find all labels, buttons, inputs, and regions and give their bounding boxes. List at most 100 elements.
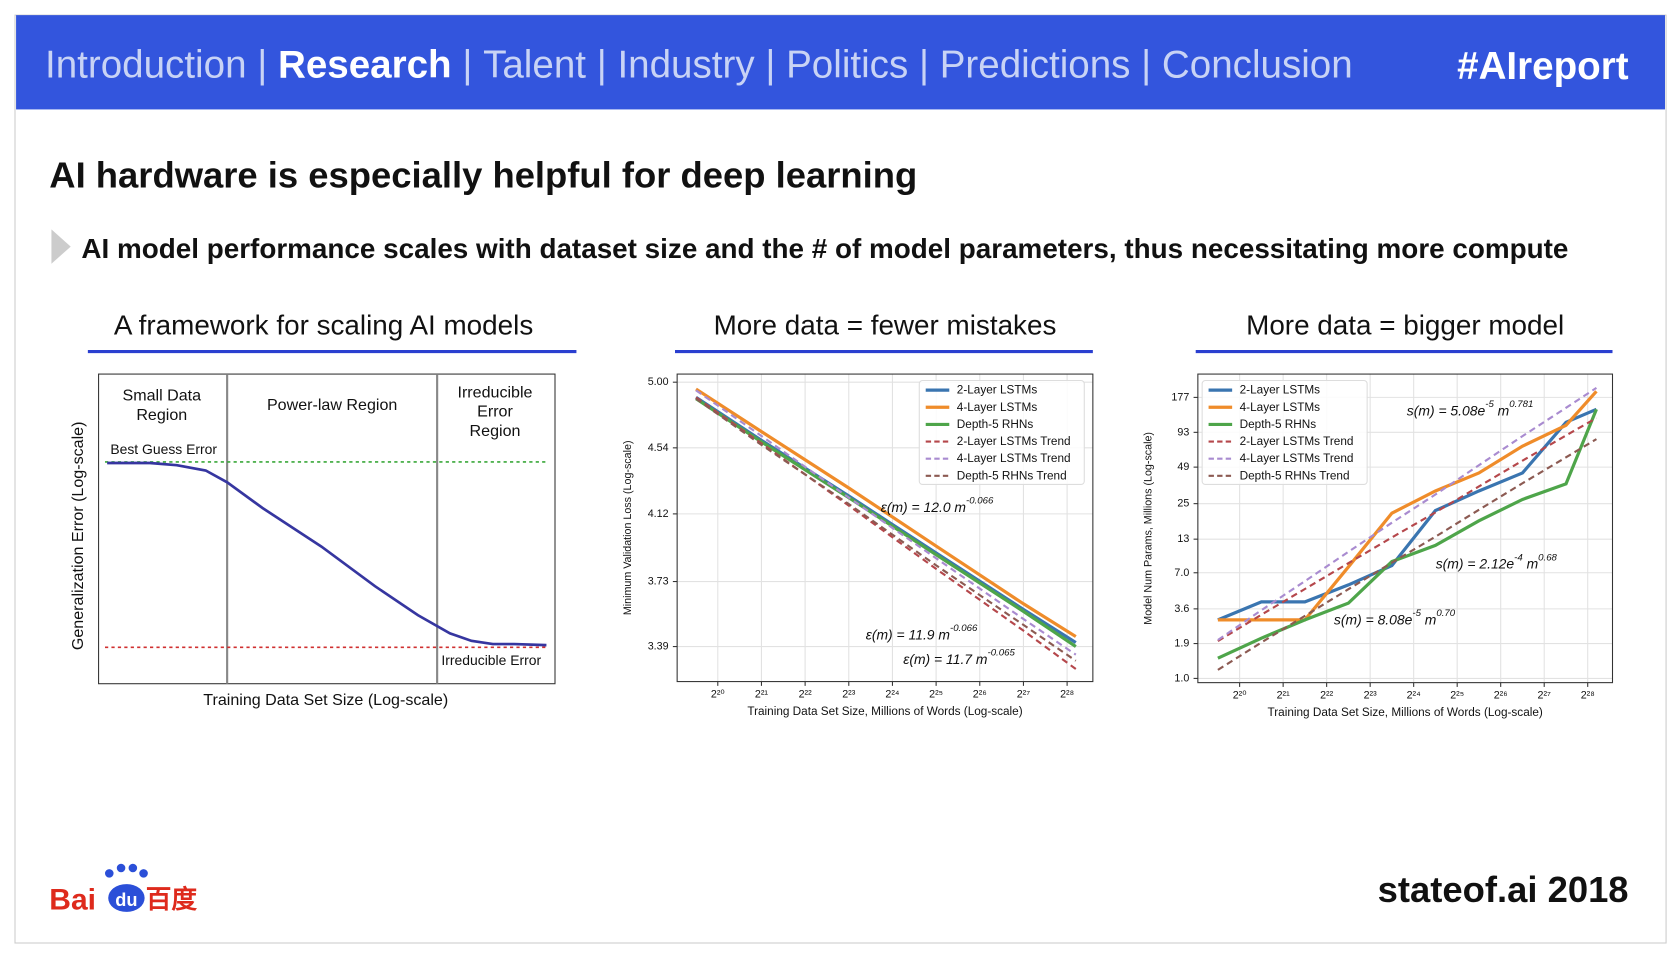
x-tick-label: 2²³ [842, 688, 856, 700]
nav-separator: | [257, 43, 267, 86]
logo-paw [128, 863, 138, 873]
nav-separator: | [597, 43, 607, 86]
header-bar [16, 15, 1666, 110]
series-line [695, 397, 1077, 662]
legend-label: 4-Layer LSTMs Trend [957, 452, 1071, 465]
x-axis-label: Training Data Set Size, Millions of Word… [1268, 706, 1543, 719]
series-line [695, 389, 1077, 656]
annotation: ε(m) = 11.7 m-0.065 [903, 647, 1015, 667]
y-tick-label: 1.0 [1174, 672, 1189, 684]
annotation-exponent: -5 [1412, 608, 1421, 619]
legend-label: 2-Layer LSTMs [957, 384, 1038, 397]
x-axis-label: Training Data Set Size, Millions of Word… [747, 705, 1022, 718]
legend-box [918, 379, 1085, 485]
annotation-text: m [1421, 611, 1436, 627]
x-tick-label: 2²⁸ [1581, 689, 1595, 701]
legend-label: Depth-5 RHNs [957, 418, 1034, 431]
legend-label: 4-Layer LSTMs Trend [1240, 452, 1354, 465]
x-tick-label: 2²⁰ [711, 688, 725, 700]
x-tick-label: 2²⁵ [1450, 689, 1464, 701]
nav-separator: | [462, 43, 472, 86]
slide-frame [14, 14, 1667, 944]
annotation-exponent: -0.066 [950, 623, 978, 634]
logo-paw [116, 863, 126, 873]
y-tick-label: 3.6 [1174, 603, 1189, 615]
x-tick-label: 2²⁵ [929, 688, 943, 700]
chart: More data = bigger model 1.0 1.9 3.6 7.0 13 25… [1143, 309, 1614, 719]
x-tick-label: 2²⁴ [1407, 689, 1422, 701]
region-label: Small Data [123, 386, 202, 404]
series-line [695, 396, 1077, 670]
nav: Introduction | Research | Talent | Industry | Po… [45, 43, 1353, 86]
annotation-text: s(m) = 2.12e [1436, 556, 1515, 572]
y-tick-label: 3.73 [648, 576, 669, 588]
x-tick-label: 2²⁰ [1233, 689, 1247, 701]
logo-paw [105, 869, 114, 878]
logo-paw [139, 869, 148, 878]
legend-label: Depth-5 RHNs Trend [1240, 469, 1350, 482]
best-guess-label: Best Guess Error [110, 441, 217, 457]
annotation-exponent: -0.065 [988, 647, 1016, 658]
x-tick-label: 2²⁶ [1494, 689, 1508, 701]
x-tick-label: 2²¹ [755, 688, 769, 700]
plot-frame [1197, 373, 1614, 684]
y-tick-label: 3.39 [648, 641, 669, 653]
series-line [1217, 438, 1597, 671]
y-tick-label: 7.0 [1174, 567, 1189, 579]
report-tag: #AIreport [1457, 45, 1629, 88]
region-label: Region [470, 422, 521, 440]
annotation: s(m) = 8.08e-5 m0.70 [1334, 608, 1456, 628]
logo-text: Bai [49, 884, 96, 917]
panel-title: More data = bigger model [1246, 309, 1564, 340]
legend-label: 2-Layer LSTMs Trend [957, 435, 1071, 448]
nav-item: Talent [483, 43, 586, 86]
y-axis-label: Minimum Validation Loss (Log-scale) [622, 440, 634, 615]
nav-item: Research [278, 43, 452, 86]
y-tick-label: 25 [1177, 498, 1189, 510]
y-axis-label: Model Num Params, Millions (Log-scale) [1143, 432, 1155, 625]
logo-text: du [115, 890, 137, 910]
nav-item: Introduction [45, 43, 247, 86]
legend-box [1201, 379, 1368, 485]
y-tick-label: 93 [1177, 426, 1189, 438]
slide-title: AI hardware is especially helpful for de… [49, 154, 917, 195]
legend-label: Depth-5 RHNs [1240, 418, 1317, 431]
y-axis-label: Generalization Error (Log-scale) [69, 422, 87, 651]
nav-separator: | [765, 43, 775, 86]
nav-item: Industry [617, 43, 755, 86]
annotation-exponent: 0.781 [1509, 399, 1533, 410]
panel-title: More data = fewer mistakes [714, 309, 1057, 340]
x-axis-label: Training Data Set Size (Log-scale) [203, 691, 448, 709]
annotation-exponent: -0.066 [966, 495, 994, 506]
annotation: ε(m) = 11.9 m-0.066 [866, 623, 978, 643]
logo: Bai du 百度 [49, 863, 197, 917]
plot-frame [676, 373, 1094, 683]
y-tick-label: 4.54 [648, 442, 669, 454]
legend-label: 2-Layer LSTMs [1240, 384, 1321, 397]
y-tick-label: 49 [1177, 461, 1189, 473]
chart: More data = fewer mistakes 3.39 3.73 4.12 4.… [622, 309, 1094, 718]
annotation-exponent: -5 [1485, 399, 1494, 410]
nav-item: Conclusion [1162, 43, 1353, 86]
x-tick-label: 2²⁶ [973, 688, 987, 700]
panel-title: A framework for scaling AI models [114, 309, 533, 340]
legend-label: 2-Layer LSTMs Trend [1240, 435, 1354, 448]
logo-paw [108, 884, 145, 912]
annotation-text: s(m) = 5.08e [1407, 403, 1486, 419]
region-label: Irreducible [457, 383, 532, 401]
series-line [1217, 417, 1597, 642]
annotation-text: s(m) = 8.08e [1334, 611, 1413, 627]
irreducible-label: Irreducible Error [441, 652, 541, 668]
nav-separator: | [919, 43, 929, 86]
y-tick-label: 13 [1177, 533, 1189, 545]
region-label: Region [136, 406, 187, 424]
nav-separator: | [1141, 43, 1151, 86]
annotation-exponent: -4 [1514, 552, 1523, 563]
x-tick-label: 2²² [1320, 689, 1334, 701]
nav-item: Predictions [940, 43, 1131, 86]
y-tick-label: 4.12 [648, 508, 669, 520]
annotation-text: m [1494, 403, 1509, 419]
source: stateof.ai 2018 [1378, 869, 1629, 910]
annotation: s(m) = 5.08e-5 m0.781 [1407, 399, 1534, 419]
